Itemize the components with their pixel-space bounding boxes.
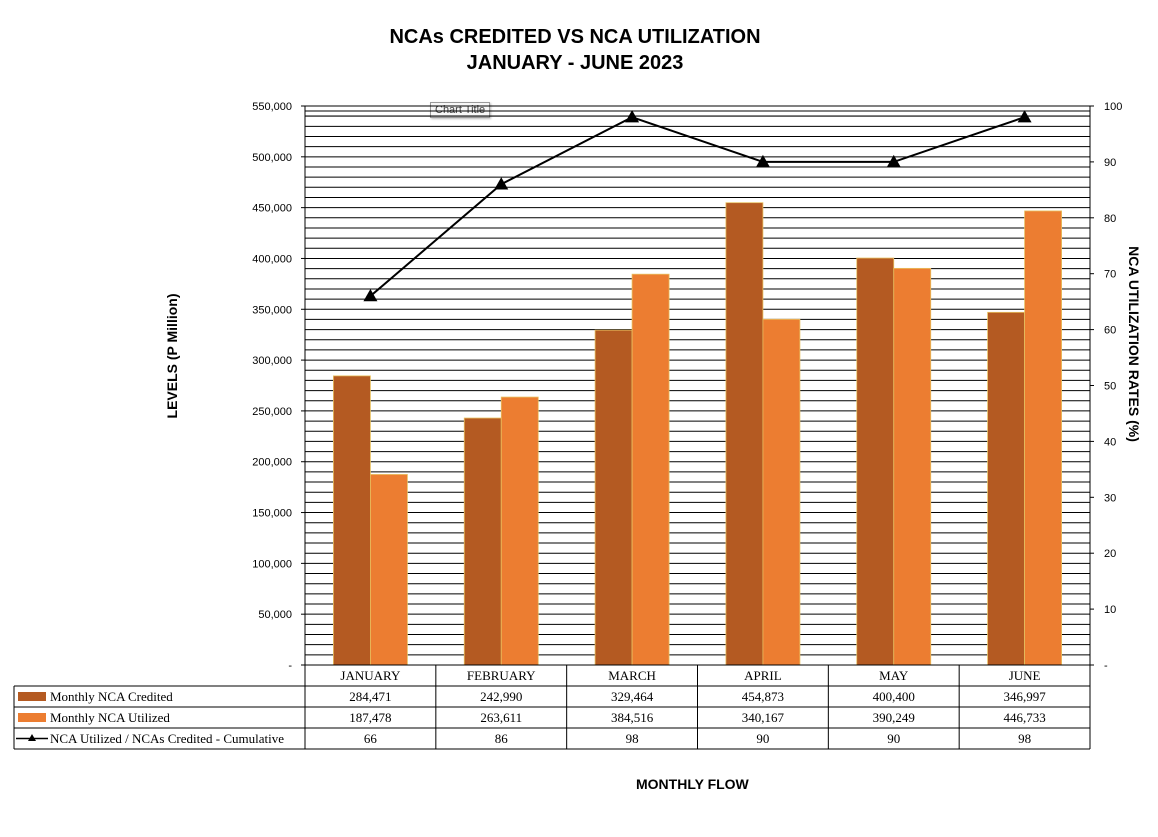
y2-tick-label: 20 <box>1104 548 1116 560</box>
line-point-marker <box>755 154 770 168</box>
y2-tick-label: 80 <box>1104 213 1116 225</box>
table-cell-value: 66 <box>364 731 378 746</box>
category-label: JUNE <box>1009 668 1041 683</box>
bar-utilized <box>631 273 670 666</box>
table-cell-value: 242,990 <box>480 689 522 704</box>
y-tick-label: - <box>288 660 292 672</box>
line-point-marker <box>494 177 509 190</box>
line-point-marker <box>1017 110 1032 123</box>
y-tick-label: 350,000 <box>252 304 292 316</box>
bar-utilized <box>893 267 932 666</box>
y-tick-label: 250,000 <box>252 406 292 418</box>
bar-utilized <box>1024 210 1062 666</box>
bar-credited <box>594 329 633 666</box>
category-label: MARCH <box>608 668 656 683</box>
legend-swatch <box>18 713 46 722</box>
table-cell-value: 86 <box>495 731 509 746</box>
table-cell-value: 90 <box>756 731 769 746</box>
y2-tick-label: 30 <box>1104 492 1116 504</box>
legend-label: NCA Utilized / NCAs Credited - Cumulativ… <box>50 731 284 746</box>
chart-subtitle: JANUARY - JUNE 2023 <box>466 52 684 74</box>
bar-utilized <box>500 396 539 666</box>
utilization-rate-line <box>369 116 1025 297</box>
y2-tick-label: 10 <box>1104 604 1116 616</box>
y-tick-label: 150,000 <box>252 508 292 520</box>
y-tick-label: 550,000 <box>252 101 292 113</box>
table-cell-value: 340,167 <box>742 710 785 725</box>
table-cell-value: 329,464 <box>611 689 654 704</box>
table-cell-value: 400,400 <box>873 689 915 704</box>
bar-credited <box>333 375 371 666</box>
table-cell-value: 98 <box>1018 731 1031 746</box>
y2-tick-label: 60 <box>1104 325 1116 337</box>
y-tick-label: 50,000 <box>258 609 292 621</box>
bar-credited <box>987 311 1025 666</box>
table-cell-value: 384,516 <box>611 710 654 725</box>
bar-credited <box>725 202 764 666</box>
y2-tick-label: 90 <box>1104 157 1116 169</box>
category-label: MAY <box>879 668 909 683</box>
y2-tick-label: 70 <box>1104 269 1116 281</box>
y-tick-label: 200,000 <box>252 457 292 469</box>
y-tick-label: 300,000 <box>252 355 292 367</box>
y-tick-label: 100,000 <box>252 558 292 570</box>
bar-utilized <box>762 318 801 666</box>
table-cell-value: 390,249 <box>873 710 915 725</box>
bar-credited <box>463 417 502 666</box>
table-cell-value: 187,478 <box>349 710 391 725</box>
y2-tick-label: - <box>1104 660 1108 672</box>
bar-credited <box>856 257 895 666</box>
legend-label: Monthly NCA Utilized <box>50 710 170 725</box>
line-point-marker <box>886 154 901 168</box>
y-tick-label: 500,000 <box>252 152 292 164</box>
bar-utilized <box>370 474 408 666</box>
y2-tick-label: 40 <box>1104 436 1116 448</box>
category-label: APRIL <box>744 668 782 683</box>
legend-label: Monthly NCA Credited <box>50 689 173 704</box>
y-tick-label: 450,000 <box>252 203 292 215</box>
chart-title: NCAs CREDITED VS NCA UTILIZATION <box>389 26 761 48</box>
y-tick-label: 400,000 <box>252 253 292 265</box>
y2-tick-label: 50 <box>1104 381 1116 393</box>
table-cell-value: 98 <box>626 731 639 746</box>
line-point-marker <box>363 289 378 302</box>
x-axis-label: MONTHLY FLOW <box>636 776 749 792</box>
y2-tick-label: 100 <box>1104 101 1122 113</box>
table-cell-value: 346,997 <box>1003 689 1046 704</box>
category-label: FEBRUARY <box>467 668 536 683</box>
table-cell-value: 263,611 <box>480 710 522 725</box>
table-cell-value: 446,733 <box>1003 710 1045 725</box>
table-cell-value: 90 <box>887 731 900 746</box>
line-point-marker <box>625 110 640 123</box>
table-cell-value: 454,873 <box>742 689 784 704</box>
legend-marker <box>28 734 36 741</box>
table-cell-value: 284,471 <box>349 689 391 704</box>
legend-swatch <box>18 692 46 701</box>
category-label: JANUARY <box>340 668 401 683</box>
